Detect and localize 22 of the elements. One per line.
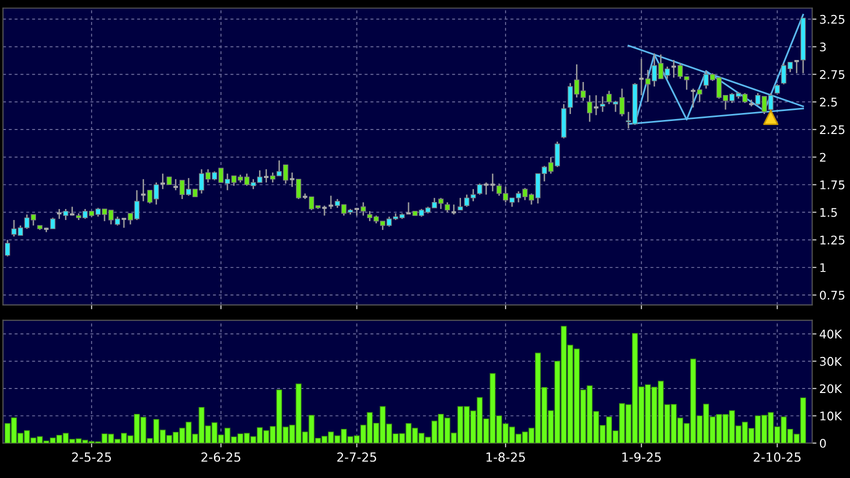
x-tick-label: 2-10-25 xyxy=(754,452,801,462)
x-tick-label: 2-7-25 xyxy=(337,452,376,462)
y-tick-label: 3.25 xyxy=(820,14,844,24)
x-tick-label: 1-9-25 xyxy=(622,452,661,462)
y-tick-label: 1 xyxy=(820,263,826,272)
y-tick-label: 0 xyxy=(820,438,826,448)
y-tick-label: 2.25 xyxy=(820,125,844,134)
y-tick-label: 1.25 xyxy=(820,236,844,245)
x-tick-label: 1-8-25 xyxy=(486,452,525,462)
y-tick-label: 30K xyxy=(820,356,842,366)
y-tick-label: 2.5 xyxy=(820,98,837,107)
y-tick-label: 0.75 xyxy=(820,290,844,300)
y-tick-label: 2.75 xyxy=(820,70,844,79)
y-tick-label: 20K xyxy=(820,384,842,394)
y-tick-label: 40K xyxy=(820,330,842,339)
y-tick-label: 1.75 xyxy=(820,180,844,190)
y-tick-label: 2 xyxy=(820,152,826,162)
x-tick-label: 2-6-25 xyxy=(201,452,240,462)
y-tick-label: 3 xyxy=(820,42,826,52)
x-tick-label: 2-5-25 xyxy=(72,452,111,462)
y-tick-label: 10K xyxy=(820,412,842,420)
y-tick-label: 1.5 xyxy=(820,208,837,217)
